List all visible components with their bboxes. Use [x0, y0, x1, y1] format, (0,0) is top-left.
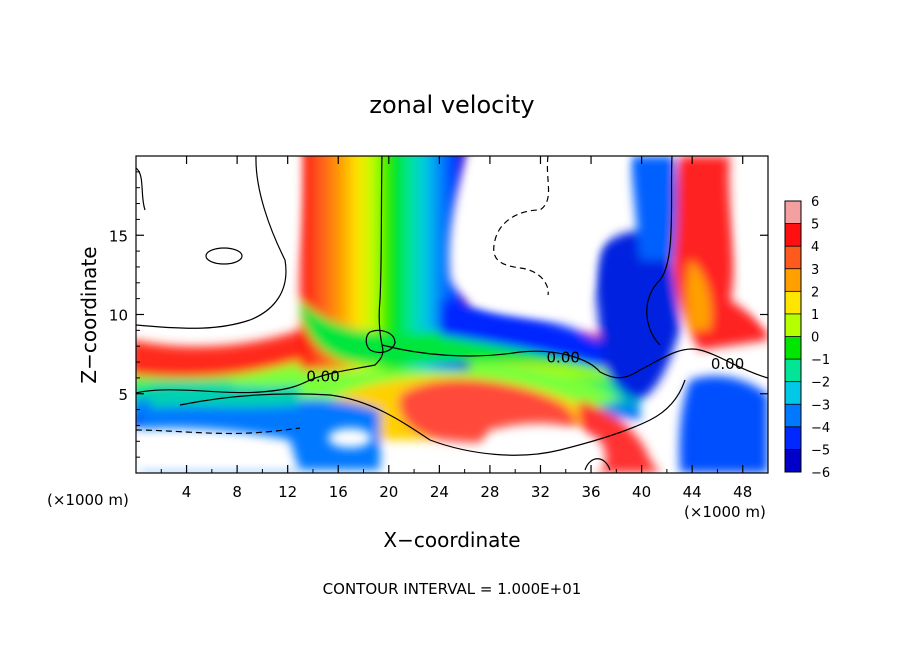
field-hole-upper-mid	[448, 156, 629, 317]
contour-zero-mid	[381, 344, 768, 379]
y-tick-label: 15	[109, 227, 128, 245]
contour-upper-left-edge	[136, 167, 146, 211]
colorbar-label: −3	[811, 398, 830, 413]
colorbar-label: 0	[811, 331, 819, 346]
colorbar-swatch	[785, 359, 801, 382]
field-blue-shelf	[440, 300, 610, 370]
y-axis: 5 10 15	[109, 171, 768, 458]
x-tick-label: 12	[278, 483, 297, 501]
x-tick-label: 48	[733, 483, 752, 501]
field-hole-right	[738, 200, 768, 328]
colorbar-swatch	[785, 313, 801, 337]
contour-zero-lower	[179, 379, 686, 456]
field-right-orange	[686, 260, 712, 330]
contour-lower-right	[584, 458, 611, 471]
colorbar-swatch	[785, 404, 801, 427]
colorbar-label: 4	[811, 240, 819, 255]
y-tick-label: 10	[109, 307, 128, 325]
colorbar-label: 6	[811, 195, 819, 210]
field-right-blue	[593, 231, 680, 400]
x-tick-label: 8	[232, 483, 242, 501]
field-hole-small-2	[405, 456, 455, 473]
colorbar-label: −4	[811, 421, 830, 436]
x-tick-label: 28	[480, 483, 499, 501]
x-tick-label: 20	[379, 483, 398, 501]
colorbar-label: −1	[811, 353, 830, 368]
contour-label: 0.00	[711, 355, 744, 373]
x-axis: 4 8 12 16 20 24 28 32 36 40 44 48	[160, 156, 752, 501]
colorbar-swatch	[785, 426, 801, 450]
chart-title: zonal velocity	[369, 91, 534, 119]
x-unit-right: (×1000 m)	[684, 503, 766, 521]
colorbar-label: −6	[811, 466, 830, 481]
x-tick-label: 44	[683, 483, 702, 501]
x-axis-label: X−coordinate	[383, 528, 520, 552]
colorbar-swatch	[785, 449, 801, 472]
field-hole-lower-mid	[479, 423, 606, 473]
contour-small-loop	[365, 329, 396, 353]
x-tick-label: 4	[182, 483, 192, 501]
contour-label: 0.00	[547, 348, 580, 366]
colorbar-label: 1	[811, 308, 819, 323]
field-hole-small	[328, 428, 372, 448]
field-left-cyan	[150, 383, 300, 408]
colorbar-swatch	[785, 268, 801, 292]
contour-label: 0.00	[306, 367, 339, 385]
y-axis-label: Z−coordinate	[77, 246, 101, 383]
contour-upper-left	[136, 156, 287, 329]
colorbar: 6 5 4 3 2 1 0 −1 −2 −3 −4 −5 −6	[784, 195, 830, 481]
colorbar-label: 3	[811, 263, 819, 278]
field-hole-upper-left	[136, 156, 300, 328]
contour-labels: 0.00 0.00 0.00	[306, 348, 744, 385]
x-tick-label: 40	[632, 483, 651, 501]
contour-zero-right	[646, 156, 673, 346]
field-right-lower-blue	[679, 375, 768, 473]
contour-zero-left	[136, 156, 384, 394]
field-left-red	[136, 330, 300, 378]
y-tick-label: 5	[118, 386, 128, 404]
colorbar-swatch	[785, 291, 801, 314]
colorbar-label: −5	[811, 443, 830, 458]
contour-island	[205, 247, 243, 265]
colorbar-swatch	[785, 246, 801, 269]
x-tick-label: 32	[531, 483, 550, 501]
contour-lines	[136, 156, 768, 471]
colorbar-swatch	[785, 381, 801, 405]
colorbar-label: 2	[811, 285, 819, 300]
colorbar-swatch	[785, 223, 801, 247]
colorbar-label: 5	[811, 218, 819, 233]
x-unit-left: (×1000 m)	[47, 491, 129, 509]
x-tick-label: 24	[430, 483, 449, 501]
contour-interval-note: CONTOUR INTERVAL = 1.000E+01	[323, 580, 582, 598]
x-tick-label: 36	[581, 483, 600, 501]
colorbar-swatch	[785, 201, 801, 224]
field-right-blue-upper	[630, 156, 680, 260]
colorbar-swatch	[785, 336, 801, 360]
contour-dashed-upper	[493, 156, 550, 296]
x-tick-label: 16	[329, 483, 348, 501]
shaded-field	[136, 156, 768, 473]
field-hole-lower-left	[136, 428, 300, 473]
colorbar-label: −2	[811, 376, 830, 391]
